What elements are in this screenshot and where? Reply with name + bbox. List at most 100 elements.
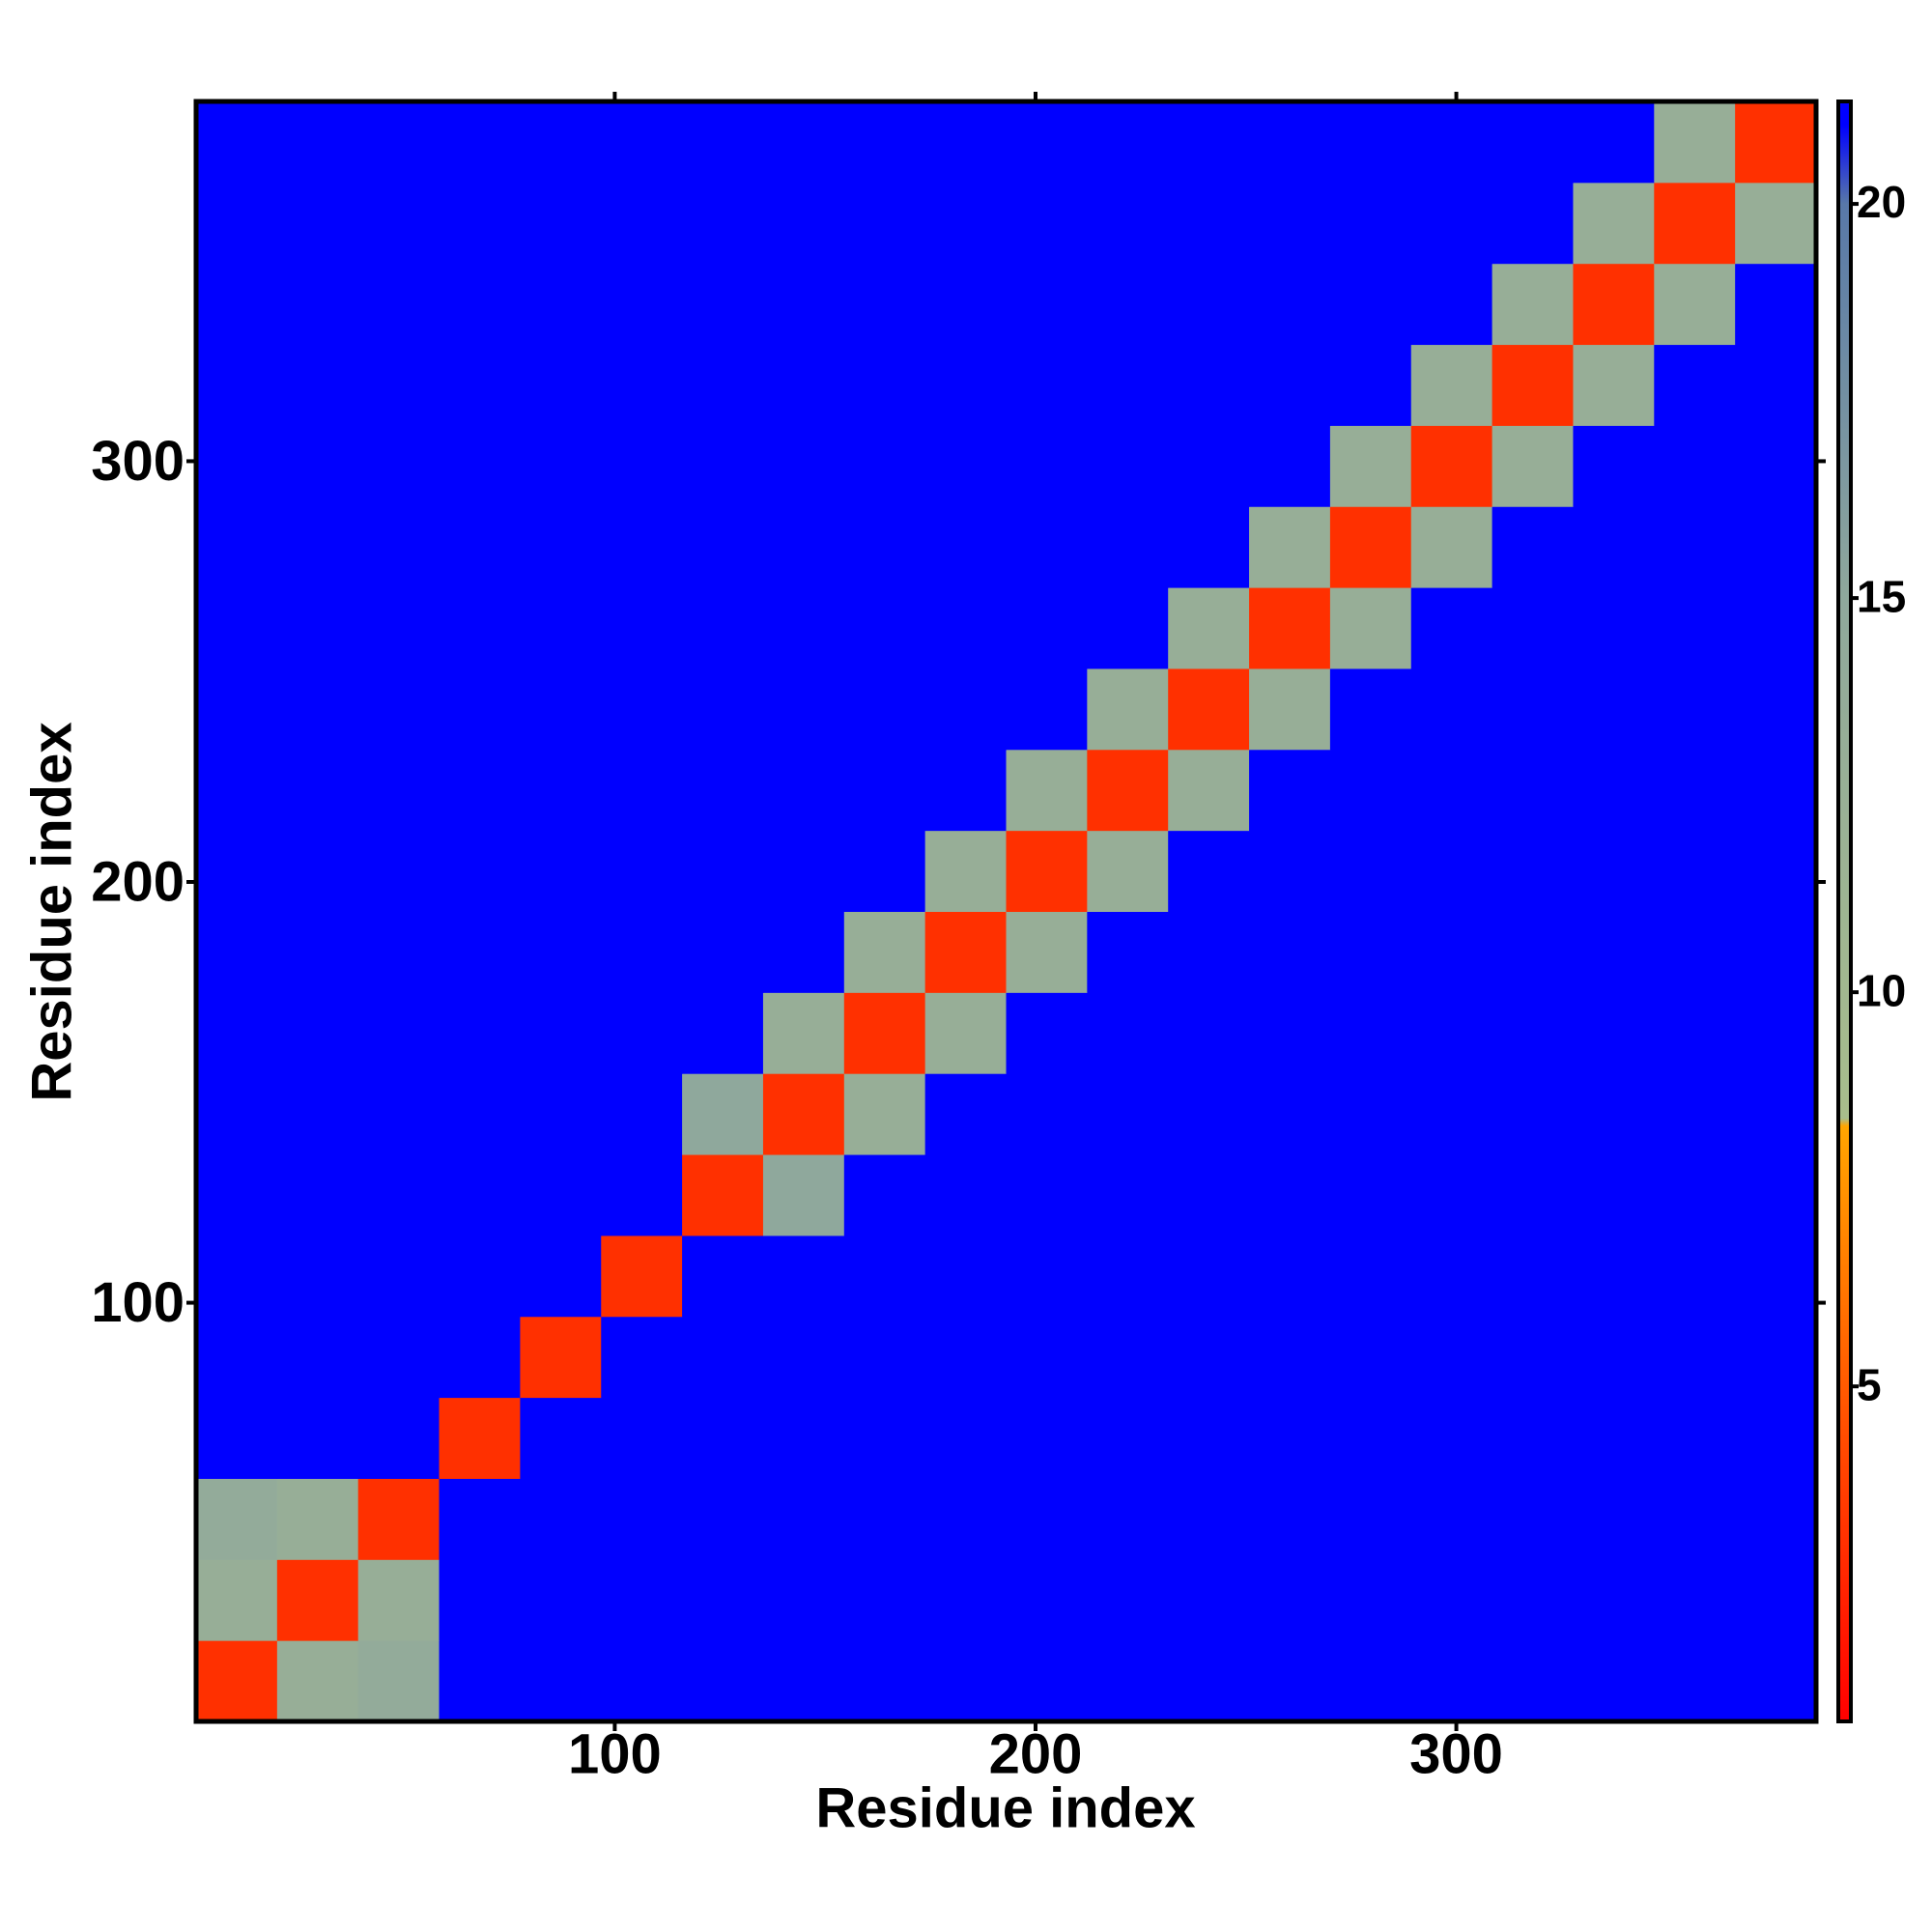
heatmap-cell bbox=[1249, 992, 1331, 1074]
heatmap-cell bbox=[196, 749, 278, 832]
heatmap-cell bbox=[843, 1397, 926, 1479]
heatmap-cell bbox=[520, 506, 602, 588]
heatmap-cell bbox=[601, 830, 683, 912]
heatmap-cell bbox=[1573, 749, 1655, 832]
heatmap-cell bbox=[1654, 1073, 1736, 1155]
heatmap-cell bbox=[601, 1640, 683, 1722]
heatmap-cell bbox=[762, 1154, 845, 1236]
heatmap-cell bbox=[1329, 1316, 1412, 1399]
heatmap-cell bbox=[276, 425, 359, 507]
heatmap-cell bbox=[1654, 344, 1736, 426]
heatmap-cell bbox=[1168, 1316, 1250, 1399]
heatmap-cell bbox=[1492, 668, 1574, 751]
heatmap-cell bbox=[1573, 911, 1655, 993]
heatmap-cell bbox=[357, 830, 440, 912]
heatmap-cell bbox=[1735, 1559, 1817, 1641]
heatmap-cell bbox=[1573, 1640, 1655, 1722]
heatmap-cell bbox=[1006, 911, 1088, 993]
heatmap-cell bbox=[1249, 1478, 1331, 1560]
heatmap-cell bbox=[1329, 1154, 1412, 1236]
heatmap-cell bbox=[682, 425, 764, 507]
heatmap-cell bbox=[1735, 1478, 1817, 1560]
heatmap-cell bbox=[276, 506, 359, 588]
heatmap-cell bbox=[843, 1478, 926, 1560]
heatmap-cell bbox=[1654, 1559, 1736, 1641]
heatmap-cell bbox=[1249, 263, 1331, 346]
heatmap-cell bbox=[924, 749, 1007, 832]
heatmap-cell bbox=[1492, 101, 1574, 184]
heatmap-cell bbox=[1410, 830, 1493, 912]
heatmap-cell bbox=[1329, 749, 1412, 832]
heatmap-cell bbox=[439, 344, 521, 426]
y-tick-label: 100 bbox=[91, 1271, 185, 1334]
heatmap-cell bbox=[1735, 992, 1817, 1074]
heatmap-cell bbox=[843, 668, 926, 751]
heatmap-cell bbox=[1006, 425, 1088, 507]
heatmap-cell bbox=[520, 1316, 602, 1399]
heatmap-cell bbox=[439, 425, 521, 507]
heatmap-cell bbox=[357, 1316, 440, 1399]
heatmap-cell bbox=[357, 506, 440, 588]
heatmap-cell bbox=[1168, 911, 1250, 993]
heatmap-cell bbox=[1168, 1397, 1250, 1479]
heatmap-cell bbox=[1249, 587, 1331, 669]
y-axis-label: Residue index bbox=[20, 722, 83, 1101]
heatmap-cell bbox=[924, 1397, 1007, 1479]
heatmap-cell bbox=[682, 1235, 764, 1318]
heatmap-cell bbox=[439, 830, 521, 912]
heatmap-cell bbox=[1249, 1154, 1331, 1236]
heatmap-cell bbox=[1329, 830, 1412, 912]
heatmap-cell bbox=[1654, 182, 1736, 265]
heatmap-cell bbox=[1410, 182, 1493, 265]
heatmap-cell bbox=[1410, 425, 1493, 507]
heatmap-cell bbox=[1410, 344, 1493, 426]
heatmap-cell bbox=[1006, 1235, 1088, 1318]
heatmap-cell bbox=[762, 1478, 845, 1560]
heatmap-cell bbox=[1492, 182, 1574, 265]
heatmap-cell bbox=[276, 992, 359, 1074]
x-tick-label: 100 bbox=[568, 1722, 662, 1785]
heatmap-cell bbox=[762, 668, 845, 751]
heatmap-cell bbox=[1168, 1559, 1250, 1641]
heatmap-cell bbox=[196, 1316, 278, 1399]
heatmap-cell bbox=[196, 344, 278, 426]
heatmap-cells bbox=[196, 101, 1817, 1722]
heatmap-cell bbox=[601, 1478, 683, 1560]
heatmap-cell bbox=[601, 911, 683, 993]
heatmap-cell bbox=[924, 1316, 1007, 1399]
heatmap-cell bbox=[843, 830, 926, 912]
heatmap-cell bbox=[1168, 1640, 1250, 1722]
heatmap-cell bbox=[520, 1640, 602, 1722]
heatmap-cell bbox=[357, 1559, 440, 1641]
heatmap-cell bbox=[1573, 1073, 1655, 1155]
heatmap-cell bbox=[1735, 1397, 1817, 1479]
heatmap-cell bbox=[357, 1235, 440, 1318]
heatmap-cell bbox=[1654, 425, 1736, 507]
heatmap-cell bbox=[520, 425, 602, 507]
heatmap-cell bbox=[1573, 1235, 1655, 1318]
heatmap-cell bbox=[1249, 1640, 1331, 1722]
heatmap-cell bbox=[762, 911, 845, 993]
heatmap-cell bbox=[1249, 1559, 1331, 1641]
heatmap-cell bbox=[1410, 263, 1493, 346]
heatmap-cell bbox=[1168, 344, 1250, 426]
heatmap-cell bbox=[1735, 1154, 1817, 1236]
heatmap-cell bbox=[1329, 1397, 1412, 1479]
heatmap-cell bbox=[439, 668, 521, 751]
heatmap-cell bbox=[1168, 749, 1250, 832]
heatmap-cell bbox=[682, 506, 764, 588]
heatmap-cell bbox=[762, 992, 845, 1074]
heatmap-cell bbox=[357, 668, 440, 751]
heatmap-cell bbox=[924, 992, 1007, 1074]
heatmap-cell bbox=[1168, 1073, 1250, 1155]
heatmap-cell bbox=[1492, 344, 1574, 426]
heatmap-cell bbox=[1249, 506, 1331, 588]
heatmap-cell bbox=[520, 830, 602, 912]
heatmap-cell bbox=[1249, 425, 1331, 507]
heatmap-cell bbox=[601, 506, 683, 588]
heatmap-cell bbox=[1006, 749, 1088, 832]
heatmap-cell bbox=[1492, 587, 1574, 669]
heatmap-cell bbox=[1329, 344, 1412, 426]
heatmap-cell bbox=[924, 1559, 1007, 1641]
heatmap-cell bbox=[601, 263, 683, 346]
